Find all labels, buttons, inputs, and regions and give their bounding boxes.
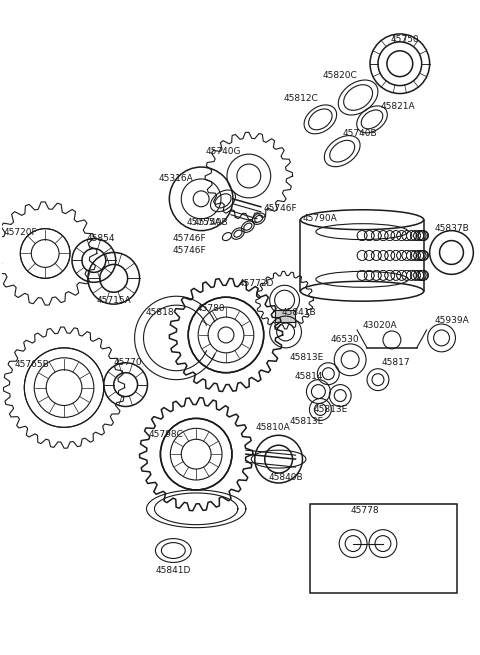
Text: 45746F: 45746F bbox=[264, 204, 298, 214]
Text: 45746F: 45746F bbox=[172, 234, 206, 243]
Text: 45316A: 45316A bbox=[159, 174, 193, 183]
Text: 45814: 45814 bbox=[294, 372, 323, 381]
Bar bbox=[311, 504, 457, 593]
Text: 45837B: 45837B bbox=[434, 224, 469, 233]
Text: 45821A: 45821A bbox=[381, 102, 415, 111]
Text: 46530: 46530 bbox=[331, 335, 360, 345]
Text: 45939A: 45939A bbox=[434, 316, 469, 324]
Text: 45798C: 45798C bbox=[149, 430, 184, 439]
Text: 45840B: 45840B bbox=[268, 472, 303, 481]
Text: 45755A: 45755A bbox=[187, 218, 221, 227]
Text: 45818: 45818 bbox=[145, 308, 174, 316]
Text: 45750: 45750 bbox=[391, 35, 419, 45]
Text: 43020A: 43020A bbox=[363, 320, 397, 329]
Text: 45813E: 45813E bbox=[289, 353, 324, 362]
Text: 45720F: 45720F bbox=[3, 228, 37, 237]
Bar bbox=[275, 310, 295, 322]
Text: 45820C: 45820C bbox=[323, 71, 358, 80]
Text: 45812C: 45812C bbox=[283, 94, 318, 103]
Text: 45740G: 45740G bbox=[205, 147, 241, 156]
Text: 45740B: 45740B bbox=[343, 129, 377, 138]
Text: 45854: 45854 bbox=[86, 234, 115, 243]
Text: 45746F: 45746F bbox=[172, 246, 206, 255]
Text: 45841D: 45841D bbox=[156, 566, 191, 575]
Text: 45810A: 45810A bbox=[255, 423, 290, 432]
Text: 45813E: 45813E bbox=[289, 417, 324, 426]
Text: 45778: 45778 bbox=[351, 506, 379, 515]
Text: 45765B: 45765B bbox=[15, 360, 49, 369]
Text: 45740B: 45740B bbox=[194, 218, 228, 227]
Text: 45817: 45817 bbox=[382, 358, 410, 367]
Text: 45715A: 45715A bbox=[96, 295, 131, 305]
Text: 45813E: 45813E bbox=[313, 405, 348, 414]
Text: 45772D: 45772D bbox=[238, 279, 274, 288]
Text: 45780: 45780 bbox=[197, 304, 226, 312]
Text: 45841B: 45841B bbox=[281, 308, 316, 316]
Text: 45790A: 45790A bbox=[303, 214, 338, 223]
Text: 45770: 45770 bbox=[113, 358, 142, 367]
